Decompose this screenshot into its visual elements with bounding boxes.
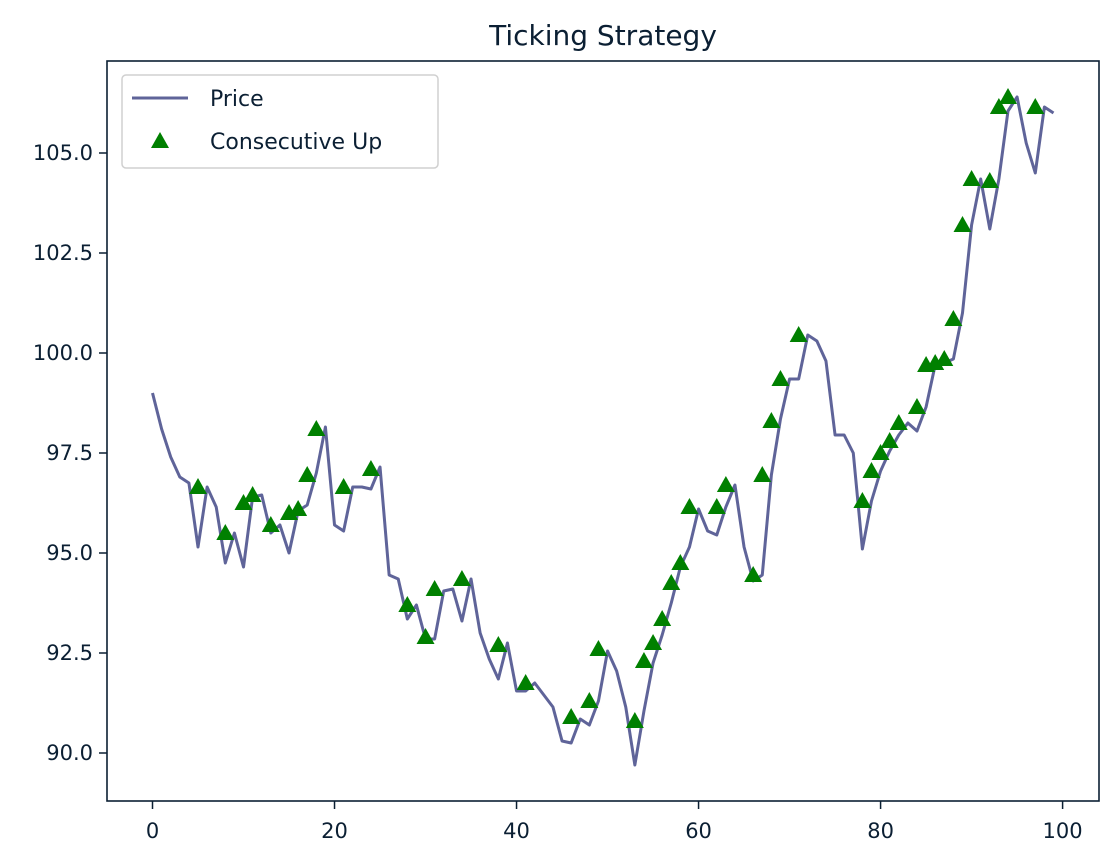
x-tick-label: 60 [685,819,712,843]
consecutive-up-marker [298,466,317,482]
consecutive-up-marker [361,460,380,476]
consecutive-up-marker [634,652,653,668]
consecutive-up-marker [452,570,471,586]
consecutive-up-marker [980,172,999,188]
legend-box [121,74,439,169]
consecutive-up-marker [853,492,872,508]
consecutive-up-marker [562,708,581,724]
consecutive-up-marker [489,636,508,652]
x-tick-label: 40 [503,819,530,843]
consecutive-up-marker [753,466,772,482]
y-tick-label: 95.0 [46,541,93,565]
consecutive-up-marker [516,674,535,690]
y-tick-label: 97.5 [46,441,93,465]
chart-title: Ticking Strategy [488,19,717,52]
consecutive-up-marker [662,574,681,590]
x-tick-label: 20 [321,819,348,843]
consecutive-up-marker [989,98,1008,114]
plot-frame [106,60,1100,802]
x-tick-label: 80 [867,819,894,843]
axes: 0 20 40 60 80 100 90.0 92.5 95.0 97.5 100.0 102.5 10… [33,141,1083,843]
y-tick-label: 92.5 [46,641,93,665]
y-tick-label: 102.5 [33,241,93,265]
legend: Price Consecutive Up [121,74,439,169]
consecutive-up-marker [862,462,881,478]
consecutive-up-marker [416,628,435,644]
consecutive-up-marker [671,554,690,570]
consecutive-up-marker [680,498,699,514]
consecutive-up-marker [998,88,1017,104]
consecutive-up-marker [243,486,262,502]
consecutive-up-marker [953,216,972,232]
consecutive-up-marker [880,432,899,448]
consecutive-up-marker [889,414,908,430]
consecutive-up-marker [234,494,253,510]
price-series-line [151,95,1055,767]
consecutive-up-marker [261,516,280,532]
legend-label-consecutive-up: Consecutive Up [210,130,382,155]
consecutive-up-marker [189,478,208,494]
consecutive-up-marker [644,634,663,650]
consecutive-up-marker [871,444,890,460]
consecutive-up-marker [907,398,926,414]
consecutive-up-marker [962,170,981,186]
y-tick-label: 105.0 [33,141,93,165]
consecutive-up-marker [580,692,599,708]
legend-triangle-swatch [151,132,169,148]
consecutive-up-marker [653,610,672,626]
consecutive-up-marker [716,476,735,492]
y-tick-label: 100.0 [33,341,93,365]
consecutive-up-marker [289,500,308,516]
consecutive-up-marker [398,596,417,612]
consecutive-up-marker [625,712,644,728]
consecutive-up-marker [789,326,808,342]
y-tick-label: 90.0 [46,741,93,765]
consecutive-up-marker [762,412,781,428]
consecutive-up-marker [589,640,608,656]
consecutive-up-marker [425,580,444,596]
consecutive-up-marker [944,310,963,326]
consecutive-up-marker [744,566,763,582]
legend-label-price: Price [210,87,264,112]
consecutive-up-marker [771,370,790,386]
consecutive-up-marker [307,420,326,436]
consecutive-up-marker [334,478,353,494]
consecutive-up-marker [1026,98,1045,114]
plot-area [151,88,1055,767]
consecutive-up-marker [216,524,235,540]
consecutive-up-marker [935,350,954,366]
x-tick-label: 100 [1043,819,1083,843]
consecutive-up-marker [707,498,726,514]
x-tick-label: 0 [146,819,159,843]
